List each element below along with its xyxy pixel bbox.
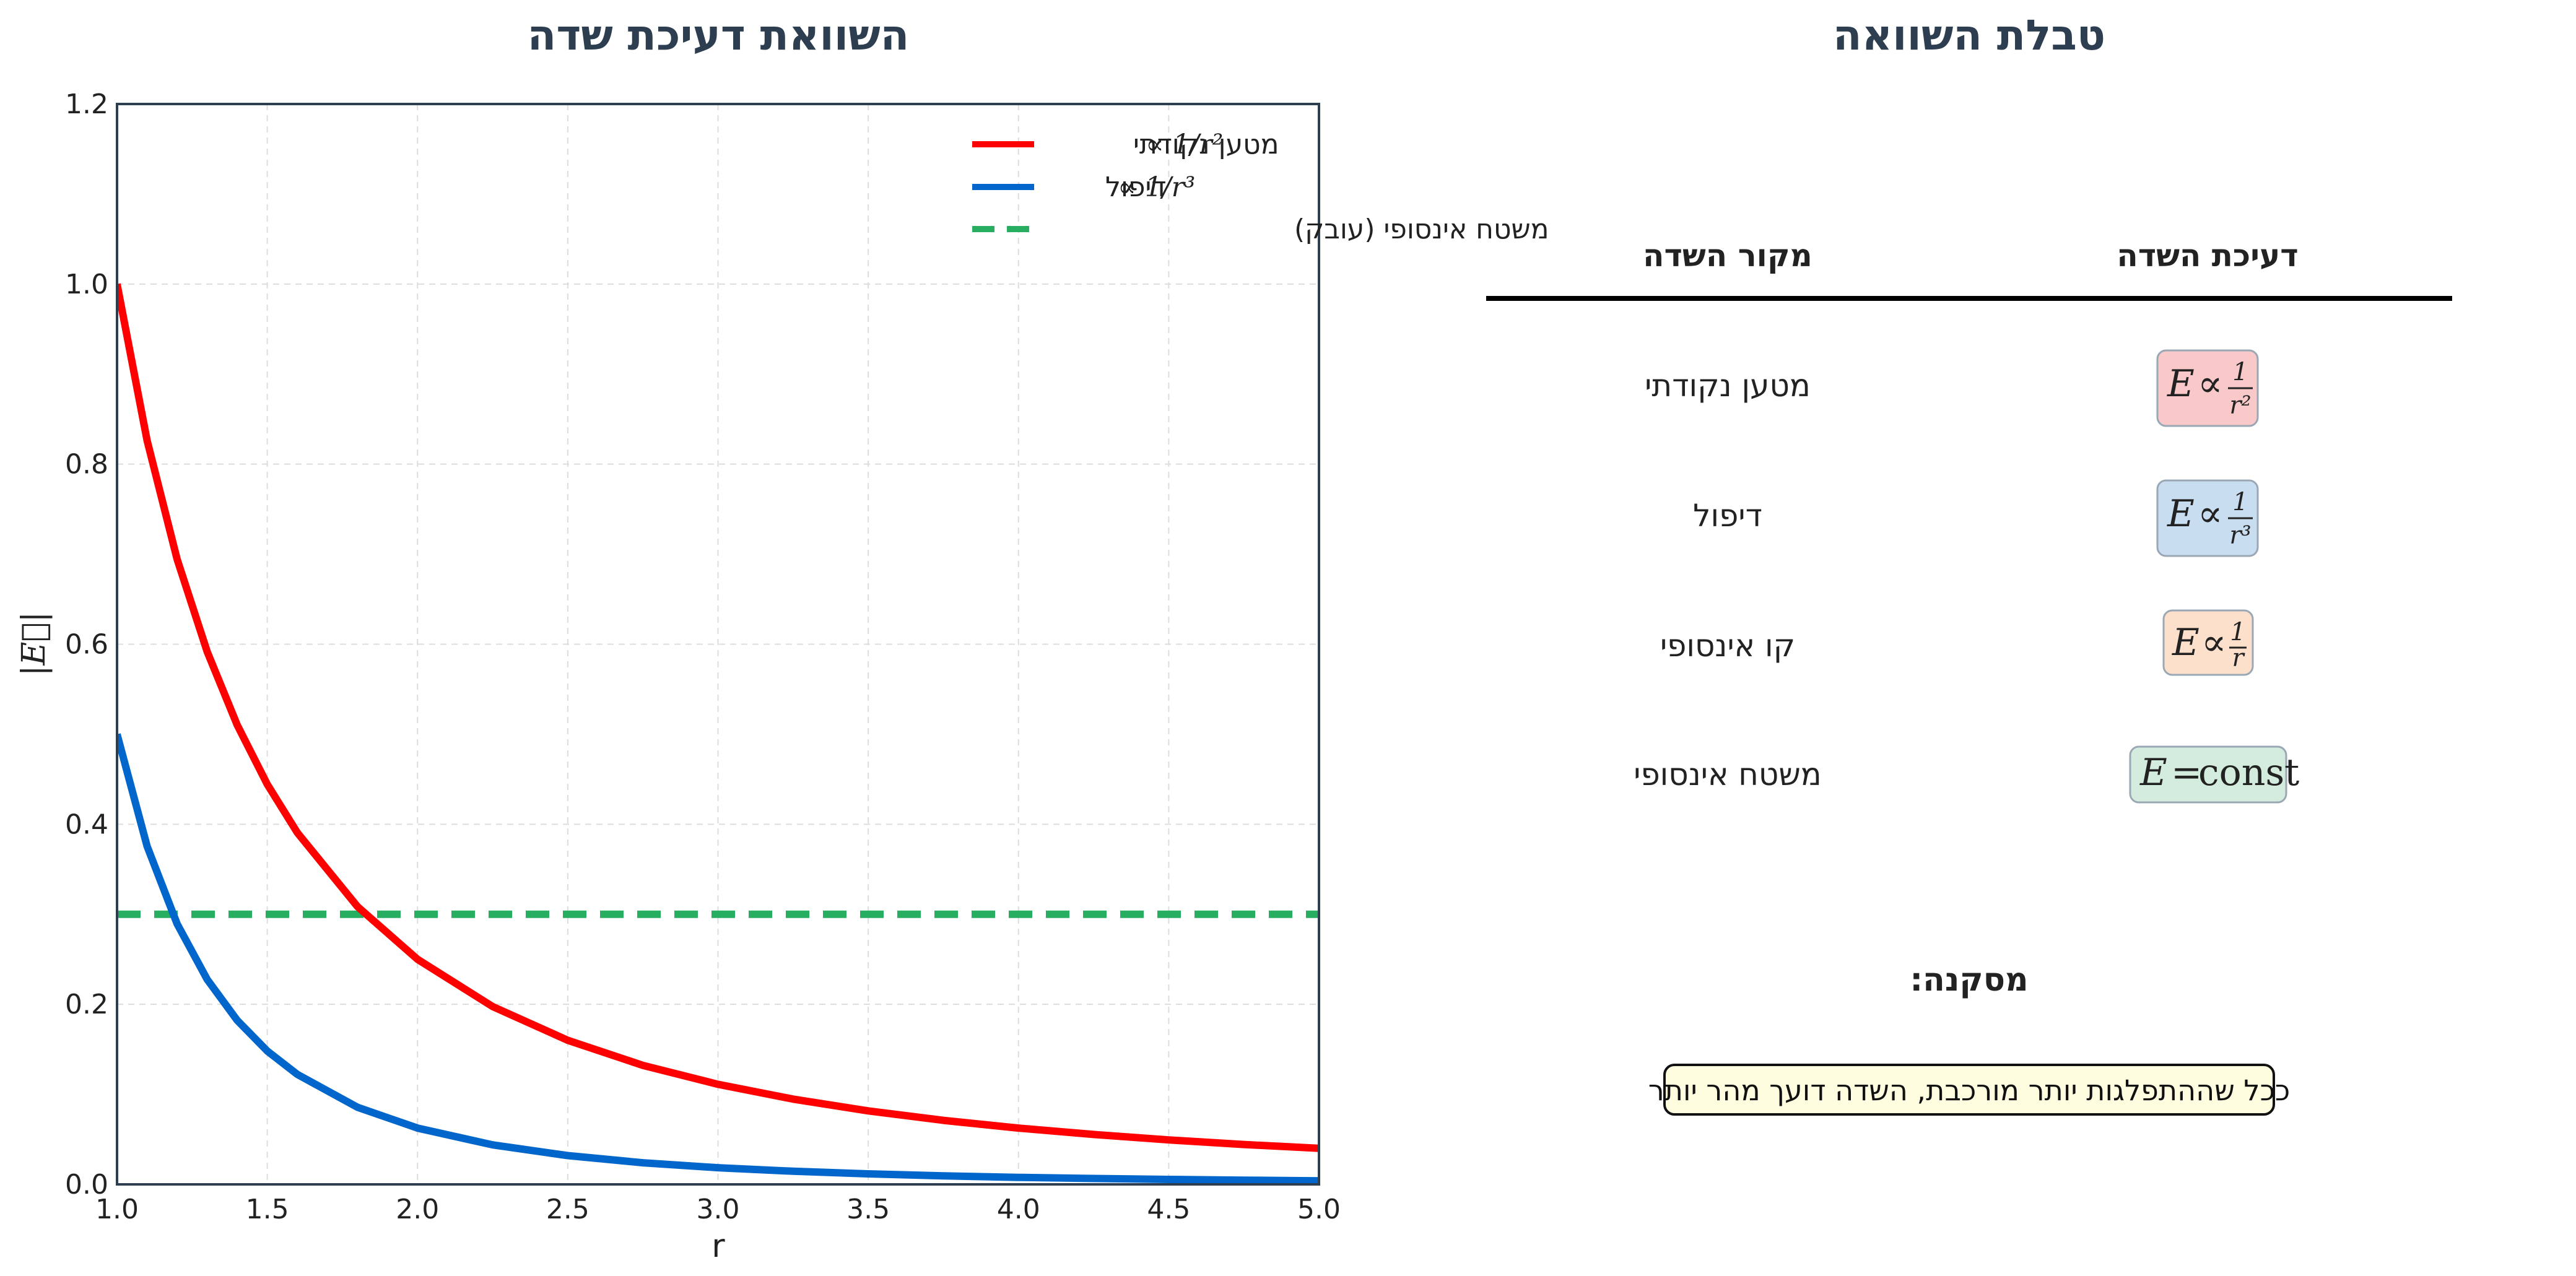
x-tick-label: 2.0 (396, 1194, 439, 1225)
formula-num: 1 (2230, 618, 2245, 646)
formula-num: 1 (2232, 358, 2248, 386)
x-tick-labels: 1.0 1.5 2.0 2.5 3.0 3.5 4.0 4.5 5.0 (95, 1194, 1341, 1225)
formula-den: r (2232, 644, 2245, 672)
conclusion-text: ככל שההתפלגות יותר מורכבת, השדה דועך מהר… (1648, 1074, 2290, 1107)
formula-box (2162, 609, 2254, 676)
y-tick-label: 1.0 (65, 269, 108, 300)
legend-math-dipole: ∝ 1/r³ (1118, 171, 1195, 203)
formula-box (2156, 349, 2259, 427)
formula-lhs: E (2172, 621, 2200, 664)
legend-label-dipole: דיפול (1105, 171, 1166, 203)
y-tick-label: 1.2 (65, 89, 108, 120)
chart-title: השוואת דעיכת שדה (528, 11, 910, 60)
formula-rhs: const (2198, 751, 2299, 794)
legend: מטען נקודתי ∝ 1/r² דיפול ∝ 1/r³ משטח אינ… (972, 129, 1549, 245)
row-source: מטען נקודתי (1645, 368, 1811, 404)
x-tick-label: 2.5 (546, 1194, 590, 1225)
chart-panel: השוואת דעיכת שדה 1.0 1.5 2.0 2.5 3.0 3.5 4.0 4.… (15, 11, 1549, 1265)
table-title: טבלת השוואה (1833, 11, 2105, 60)
formula-op: ∝ (2198, 362, 2223, 406)
table-panel: טבלת השוואה מקור השדה דעיכת השדה מטען נק… (1486, 11, 2452, 1116)
x-tick-label: 3.0 (697, 1194, 740, 1225)
x-tick-label: 1.5 (246, 1194, 289, 1225)
formula-box (2156, 479, 2259, 557)
formula-op: = (2171, 751, 2202, 794)
conclusion-box (1663, 1064, 2275, 1116)
row-source: דיפול (1693, 498, 1762, 534)
table-row: מטען נקודתי E ∝ 1 r² (1645, 349, 2259, 427)
x-tick-label: 4.5 (1147, 1194, 1190, 1225)
y-tick-label: 0.8 (65, 449, 108, 480)
formula-num: 1 (2232, 488, 2248, 516)
formula-box (2129, 745, 2287, 804)
formula-lhs: E (2139, 751, 2167, 794)
formula-den: r² (2229, 391, 2251, 420)
formula-lhs: E (2167, 362, 2195, 406)
grid (116, 103, 1320, 1185)
series-dipole (117, 733, 1319, 1184)
header-decay: דעיכת השדה (2117, 238, 2298, 274)
x-axis-label: r (711, 1228, 725, 1265)
header-source: מקור השדה (1643, 238, 1812, 274)
legend-math-point-charge: ∝ 1/r² (1146, 129, 1223, 160)
row-source: קו אינסופי (1660, 628, 1795, 664)
y-tick-label: 0.2 (65, 989, 108, 1020)
formula-op: ∝ (2198, 492, 2223, 536)
plot-frame (116, 103, 1320, 1186)
row-source: משטח אינסופי (1634, 757, 1821, 792)
series-point-charge (117, 283, 1319, 1152)
x-tick-label: 3.5 (846, 1194, 890, 1225)
y-tick-label: 0.6 (65, 629, 108, 661)
table-row: דיפול E ∝ 1 r³ (1693, 479, 2259, 557)
table-row: משטח אינסופי E = const (1634, 745, 2299, 804)
legend-label-point-charge: מטען נקודתי (1133, 129, 1279, 160)
series-layer (117, 283, 1319, 1184)
table-row: קו אינסופי E ∝ 1 r (1660, 609, 2254, 676)
y-tick-labels: 0.0 0.2 0.4 0.6 0.8 1.0 1.2 (65, 89, 108, 1200)
x-tick-label: 4.0 (997, 1194, 1040, 1225)
formula-lhs: E (2167, 492, 2195, 536)
x-tick-label: 1.0 (95, 1194, 139, 1225)
formula-den: r³ (2229, 521, 2251, 550)
conclusion-label: מסקנה: (1910, 961, 2028, 999)
y-tick-label: 0.0 (65, 1169, 108, 1200)
x-tick-label: 5.0 (1297, 1194, 1341, 1225)
legend-label-infinite-plane: משטח אינסופי (עובק) (1294, 214, 1549, 245)
y-tick-label: 0.4 (65, 809, 108, 840)
y-axis-label: |E⃗| (15, 612, 53, 676)
formula-op: ∝ (2201, 621, 2227, 664)
